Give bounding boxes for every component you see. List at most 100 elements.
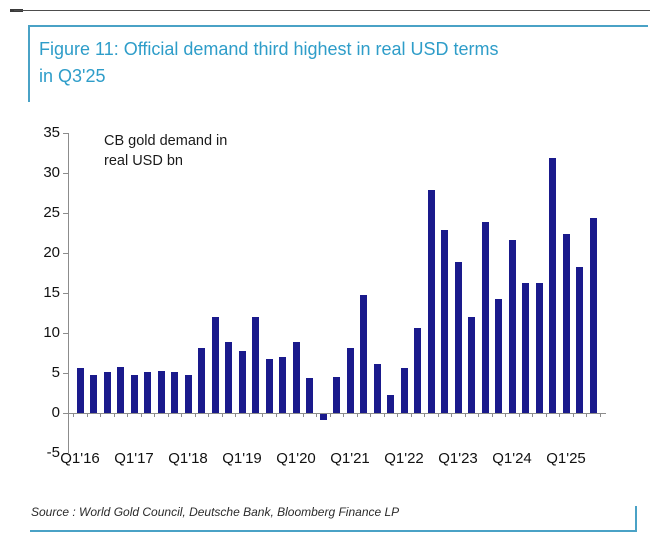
y-axis-label: 30	[43, 164, 60, 181]
bar	[319, 414, 327, 420]
x-axis-tick	[154, 414, 156, 417]
x-axis-label: Q1'22	[384, 450, 424, 467]
x-axis-tick	[356, 414, 358, 417]
bar	[468, 317, 475, 413]
y-axis-tick	[63, 333, 68, 334]
y-axis-label: 35	[43, 124, 60, 141]
bar	[198, 348, 205, 413]
x-axis-tick	[208, 414, 210, 417]
bar	[157, 371, 165, 413]
x-axis-tick	[275, 414, 277, 417]
bar	[360, 294, 367, 413]
bar	[576, 267, 583, 413]
x-axis-tick	[410, 414, 412, 417]
x-axis-tick	[559, 414, 561, 417]
bar	[454, 261, 462, 413]
bar	[481, 221, 489, 413]
x-axis-tick	[181, 414, 183, 417]
x-axis-tick	[262, 414, 264, 417]
x-axis-tick	[329, 414, 331, 417]
x-axis-tick	[73, 414, 75, 417]
y-axis-label: 0	[51, 404, 60, 421]
y-axis-tick	[63, 373, 68, 374]
bar	[184, 375, 192, 413]
chart-annotation: CB gold demand in real USD bn	[104, 131, 227, 171]
figure-title-box: Figure 11: Official demand third highest…	[28, 25, 648, 102]
bar	[387, 394, 394, 413]
y-axis-label: 10	[43, 324, 60, 341]
x-axis-label: Q1'24	[492, 450, 532, 467]
y-axis-label: 15	[43, 284, 60, 301]
x-axis-tick	[113, 414, 115, 417]
bar	[373, 364, 381, 413]
y-axis-tick	[63, 133, 68, 134]
x-axis-tick	[127, 414, 129, 417]
y-axis-tick	[63, 253, 68, 254]
x-axis-label: Q1'16	[60, 450, 100, 467]
x-axis-tick	[464, 414, 466, 417]
bar	[292, 341, 300, 413]
x-axis-tick	[518, 414, 520, 417]
x-axis-tick	[599, 414, 601, 417]
x-axis-tick	[235, 414, 237, 417]
bar	[265, 359, 273, 413]
bar	[441, 229, 448, 413]
bar	[346, 348, 354, 413]
bar	[562, 233, 570, 413]
x-axis-label: Q1'20	[276, 450, 316, 467]
x-axis-tick	[545, 414, 547, 417]
bar	[144, 372, 151, 413]
bottom-rule-right-stub	[635, 506, 637, 532]
x-axis-tick	[586, 414, 588, 417]
x-axis-tick	[248, 414, 250, 417]
x-axis-tick	[424, 414, 426, 417]
bar	[306, 377, 313, 413]
x-axis-label: Q1'21	[330, 450, 370, 467]
bar	[103, 372, 111, 413]
bar	[400, 368, 408, 413]
x-axis-tick	[343, 414, 345, 417]
bar	[535, 282, 543, 413]
x-axis-label: Q1'18	[168, 450, 208, 467]
bar	[495, 298, 502, 413]
x-axis-tick	[370, 414, 372, 417]
x-axis-line	[68, 413, 606, 414]
bar	[252, 317, 259, 413]
y-axis-tick	[63, 453, 68, 454]
source-text: Source : World Gold Council, Deutsche Ba…	[31, 505, 400, 519]
x-axis-tick	[289, 414, 291, 417]
bar	[225, 341, 232, 413]
x-axis-label: Q1'25	[546, 450, 586, 467]
x-axis-tick	[167, 414, 169, 417]
bar	[522, 282, 529, 413]
y-axis-label: 25	[43, 204, 60, 221]
x-axis-tick	[383, 414, 385, 417]
bar	[238, 350, 246, 413]
x-axis-tick	[86, 414, 88, 417]
bottom-rule	[30, 530, 637, 532]
bar	[90, 375, 97, 413]
x-axis-tick	[451, 414, 453, 417]
y-axis-tick	[63, 413, 68, 414]
y-axis-tick	[63, 213, 68, 214]
x-axis-tick	[532, 414, 534, 417]
bar	[279, 357, 286, 413]
x-axis-tick	[572, 414, 574, 417]
bar	[427, 189, 435, 413]
x-axis-label: Q1'17	[114, 450, 154, 467]
figure-title-line2: in Q3'25	[39, 66, 106, 86]
bar	[76, 368, 84, 413]
y-axis-label: 5	[51, 364, 60, 381]
x-axis-label: Q1'23	[438, 450, 478, 467]
bar	[508, 240, 516, 413]
x-axis-tick	[491, 414, 493, 417]
y-axis-tick	[63, 293, 68, 294]
bar	[211, 317, 219, 413]
x-axis-label: Q1'19	[222, 450, 262, 467]
x-axis-tick	[316, 414, 318, 417]
bar	[589, 217, 597, 413]
chart-annotation-line1: CB gold demand in	[104, 133, 228, 149]
y-axis-label: -5	[46, 444, 60, 461]
y-axis-line	[68, 133, 69, 453]
